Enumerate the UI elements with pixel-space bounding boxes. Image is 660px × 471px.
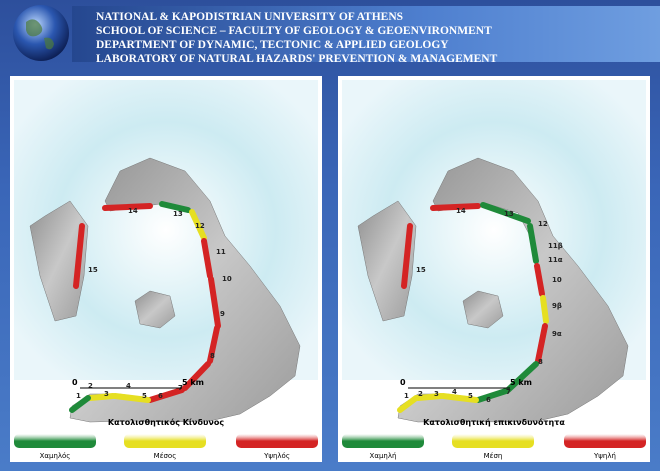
hazard-segment xyxy=(112,393,151,403)
map-label: 12 xyxy=(195,222,205,230)
hazard-segment xyxy=(102,203,153,211)
map-label: 6 xyxy=(486,396,491,404)
map-label: 13 xyxy=(504,210,514,218)
map-label: 2 xyxy=(88,382,93,390)
hazard-segment xyxy=(397,395,419,413)
island xyxy=(29,200,89,322)
hazard-segment xyxy=(73,223,85,289)
header-line: NATIONAL & KAPODISTRIAN UNIVERSITY OF AT… xyxy=(96,11,404,23)
map-label: 13 xyxy=(173,210,183,218)
legend-label: Χαμηλός xyxy=(40,452,71,460)
map-label: 1 xyxy=(76,392,81,400)
map-label: 6 xyxy=(158,392,163,400)
globe xyxy=(13,5,69,61)
hazard-segment xyxy=(147,387,185,403)
legend-title: Κατολισθητικός Κίνδυνος xyxy=(108,417,224,427)
hazard-segment xyxy=(415,393,444,401)
map-label: 14 xyxy=(128,207,138,215)
hazard-segment xyxy=(69,395,91,413)
hazard-segment xyxy=(87,393,116,401)
hazard-segment xyxy=(540,295,549,324)
hazard-segment xyxy=(534,263,545,297)
map-label: 2 xyxy=(418,390,423,398)
map-label: 5 xyxy=(468,392,473,400)
legend-swatch xyxy=(564,434,646,448)
hazard-segment xyxy=(401,223,413,289)
map-label: 14 xyxy=(456,207,466,215)
map-label: 9β xyxy=(552,302,562,310)
hazard-segment xyxy=(430,203,481,211)
hazard-segment xyxy=(505,361,539,393)
legend-swatch xyxy=(14,434,96,448)
map-label: 12 xyxy=(538,220,548,228)
map-label: 9α xyxy=(552,330,562,338)
hazard-segment xyxy=(535,323,548,364)
hazard-segment xyxy=(475,388,509,403)
legend-label: Υψηλή xyxy=(593,452,616,460)
legend-swatch xyxy=(236,434,318,448)
hazard-segment xyxy=(201,238,213,279)
hazard-segment xyxy=(189,209,207,241)
legend-swatch xyxy=(124,434,206,448)
hazard-segment xyxy=(182,361,211,391)
map-label: 4 xyxy=(452,388,457,396)
header-line: LABORATORY OF NATURAL HAZARDS' PREVENTIO… xyxy=(96,53,498,65)
map-label: 3 xyxy=(104,390,109,398)
legend-label: Μέση xyxy=(484,452,503,460)
legend-swatch xyxy=(342,434,424,448)
legend-label: Χαμηλή xyxy=(370,452,397,460)
header-line: SCHOOL OF SCIENCE – FACULTY OF GEOLOGY &… xyxy=(96,25,492,37)
map-label: 10 xyxy=(222,275,232,283)
header-line: DEPARTMENT OF DYNAMIC, TECTONIC & APPLIE… xyxy=(96,39,449,51)
map-label: 7 xyxy=(506,388,511,396)
island xyxy=(134,290,176,329)
hazard-segment xyxy=(527,223,539,264)
hazard-segment xyxy=(208,276,221,329)
map-label: 1 xyxy=(404,392,409,400)
scale-end: 5 km xyxy=(510,378,532,387)
map-label: 9 xyxy=(220,310,225,318)
scale-end: 5 km xyxy=(182,378,204,387)
map-label: 11β xyxy=(548,242,563,250)
legend-swatch xyxy=(452,434,534,448)
map-label: 5 xyxy=(142,392,147,400)
scale-start: 0 xyxy=(72,378,78,387)
header-band xyxy=(72,6,660,62)
map-label: 4 xyxy=(126,382,131,390)
map-label: 3 xyxy=(434,390,439,398)
island xyxy=(462,290,504,329)
island xyxy=(357,200,417,322)
map-label: 10 xyxy=(552,276,562,284)
map-label: 11 xyxy=(216,248,226,256)
hazard-segment xyxy=(440,393,479,403)
legend-title: Κατολισθητική επικινδυνότητα xyxy=(423,417,565,427)
map-label: 8 xyxy=(210,352,215,360)
legend-label: Υψηλός xyxy=(263,452,290,460)
hazard-segment xyxy=(480,202,531,224)
legend-label: Μέσος xyxy=(154,452,177,460)
scale-start: 0 xyxy=(400,378,406,387)
hazard-segment xyxy=(207,325,220,364)
map-label: 8 xyxy=(538,358,543,366)
map-label: 15 xyxy=(88,266,98,274)
map-label: 15 xyxy=(416,266,426,274)
map-label: 11α xyxy=(548,256,563,264)
hazard-segment xyxy=(159,201,191,213)
